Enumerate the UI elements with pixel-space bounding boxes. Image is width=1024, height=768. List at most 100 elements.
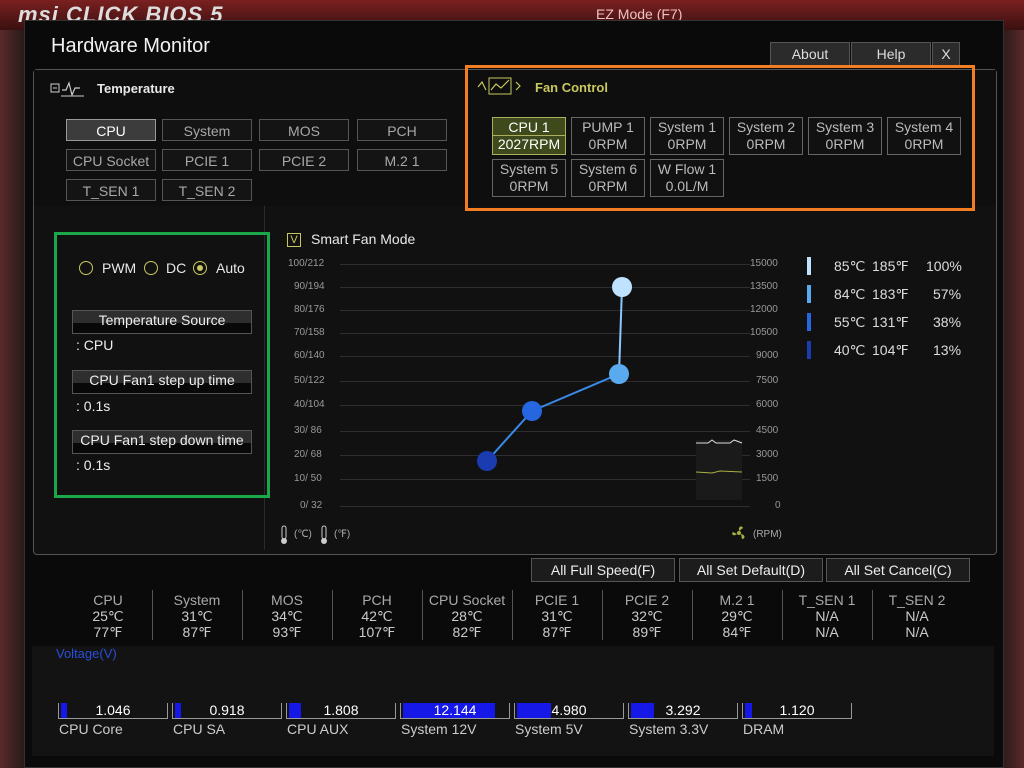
legend-c-4: 40℃ xyxy=(834,342,866,358)
temperature-icon xyxy=(50,81,84,97)
axis-right-tick: 4500 xyxy=(756,425,779,436)
fan-cpu1-button[interactable]: CPU 1 2027RPM xyxy=(492,117,566,155)
voltage-bar-cpu-sa: 0.918 xyxy=(172,703,282,719)
curve-point-2[interactable] xyxy=(522,401,542,421)
about-button[interactable]: About xyxy=(770,42,850,66)
fan-rpm: 0.0L/M xyxy=(665,178,709,194)
fan-rpm: 0RPM xyxy=(509,178,549,194)
grid-line xyxy=(340,455,750,456)
fan-rpm: 0RPM xyxy=(588,178,628,194)
temp-f: 77℉ xyxy=(93,624,123,640)
step-up-time-button[interactable]: CPU Fan1 step up time xyxy=(72,370,252,394)
grid-line xyxy=(340,431,750,432)
legend-pct-4: 13% xyxy=(933,342,962,358)
legend-pct-2: 57% xyxy=(933,286,962,302)
voltage-fill xyxy=(403,703,495,718)
fan-rpm: 0RPM xyxy=(904,136,944,152)
voltage-bar-system-3-3v: 3.292 xyxy=(628,703,738,719)
grid-line xyxy=(340,381,750,382)
temperature-source-value: : CPU xyxy=(76,337,114,353)
fan-name: System 1 xyxy=(657,119,717,135)
temp-f: 107℉ xyxy=(358,624,396,640)
help-button[interactable]: Help xyxy=(851,42,931,66)
temp-f: 87℉ xyxy=(182,624,212,640)
voltage-name-dram: DRAM xyxy=(743,721,785,737)
fan-system6-button[interactable]: System 6 0RPM xyxy=(571,159,645,197)
temp-c: 25℃ xyxy=(92,608,124,624)
voltage-name-system-5v: System 5V xyxy=(515,721,583,737)
curve-point-4[interactable] xyxy=(612,277,632,297)
sensor-tsen1-button[interactable]: T_SEN 1 xyxy=(66,179,156,201)
fan-rpm: 0RPM xyxy=(746,136,786,152)
sensor-pcie1-button[interactable]: PCIE 1 xyxy=(162,149,252,171)
temp-f: 89℉ xyxy=(632,624,662,640)
mini-graph xyxy=(696,440,742,500)
grid-line xyxy=(340,310,750,311)
fan-control-label: Fan Control xyxy=(535,80,608,95)
fan-pump1-button[interactable]: PUMP 1 0RPM xyxy=(571,117,645,155)
temp-name: M.2 1 xyxy=(719,592,755,608)
axis-left-tick: 20/ 68 xyxy=(294,449,322,460)
sensor-mos-button[interactable]: MOS xyxy=(259,119,349,141)
temperature-source-button[interactable]: Temperature Source xyxy=(72,310,252,334)
fan-settings-section xyxy=(54,232,270,498)
voltage-fill xyxy=(745,703,753,718)
voltage-fill xyxy=(61,703,68,718)
fan-system4-button[interactable]: System 4 0RPM xyxy=(887,117,961,155)
sensor-cpu-button[interactable]: CPU xyxy=(66,119,156,141)
step-up-time-value: : 0.1s xyxy=(76,398,111,414)
pwm-radio[interactable] xyxy=(79,261,93,275)
sensor-system-button[interactable]: System xyxy=(162,119,252,141)
fan-system5-button[interactable]: System 5 0RPM xyxy=(492,159,566,197)
axis-right-tick: 12000 xyxy=(750,304,778,315)
sensor-m2-1-button[interactable]: M.2 1 xyxy=(357,149,447,171)
temp-c: 34℃ xyxy=(271,608,303,624)
all-full-speed-button[interactable]: All Full Speed(F) xyxy=(531,558,675,582)
panel-divider xyxy=(264,206,265,550)
temp-name: MOS xyxy=(271,592,303,608)
axis-right-tick: 9000 xyxy=(756,350,779,361)
temp-reading-pcie2: PCIE 2 32℃ 89℉ xyxy=(602,592,692,640)
fan-curve-chart[interactable] xyxy=(340,250,750,520)
temp-separator xyxy=(332,590,333,640)
temp-reading-tsen2: T_SEN 2 N/A N/A xyxy=(872,592,962,640)
voltage-value: 4.980 xyxy=(551,702,587,718)
sensor-cpu-socket-button[interactable]: CPU Socket xyxy=(66,149,156,171)
axis-left-tick: 80/176 xyxy=(294,304,325,315)
temp-reading-tsen1: T_SEN 1 N/A N/A xyxy=(782,592,872,640)
temp-reading-mos: MOS 34℃ 93℉ xyxy=(242,592,332,640)
curve-point-1[interactable] xyxy=(477,451,497,471)
close-button[interactable]: X xyxy=(932,42,960,66)
all-set-default-button[interactable]: All Set Default(D) xyxy=(679,558,823,582)
window-title: Hardware Monitor xyxy=(51,35,210,57)
sensor-pch-button[interactable]: PCH xyxy=(357,119,447,141)
bios-left-background xyxy=(0,30,24,768)
ez-mode-button[interactable]: EZ Mode (F7) xyxy=(596,6,683,22)
temp-separator xyxy=(872,590,873,640)
temp-separator xyxy=(512,590,513,640)
fan-icon xyxy=(732,526,745,539)
legend-f-1: 185℉ xyxy=(872,258,909,274)
temp-separator xyxy=(692,590,693,640)
fan-system1-button[interactable]: System 1 0RPM xyxy=(650,117,724,155)
all-set-cancel-button[interactable]: All Set Cancel(C) xyxy=(826,558,970,582)
bios-right-background xyxy=(1002,30,1024,768)
fan-system3-button[interactable]: System 3 0RPM xyxy=(808,117,882,155)
fan-system2-button[interactable]: System 2 0RPM xyxy=(729,117,803,155)
temp-c: 31℃ xyxy=(181,608,213,624)
temp-name: T_SEN 2 xyxy=(888,592,946,608)
dc-radio[interactable] xyxy=(144,261,158,275)
legend-f-4: 104℉ xyxy=(872,342,909,358)
voltage-value: 1.046 xyxy=(95,702,131,718)
step-down-time-button[interactable]: CPU Fan1 step down time xyxy=(72,430,252,454)
voltage-fill xyxy=(289,703,302,718)
fan-wflow1-button[interactable]: W Flow 1 0.0L/M xyxy=(650,159,724,197)
sensor-tsen2-button[interactable]: T_SEN 2 xyxy=(162,179,252,201)
sensor-pcie2-button[interactable]: PCIE 2 xyxy=(259,149,349,171)
grid-line xyxy=(340,287,750,288)
smart-fan-checkbox[interactable]: V xyxy=(287,233,301,247)
temp-reading-pch: PCH 42℃ 107℉ xyxy=(332,592,422,640)
curve-point-3[interactable] xyxy=(609,364,629,384)
auto-radio[interactable] xyxy=(193,261,207,275)
temp-f: 87℉ xyxy=(542,624,572,640)
